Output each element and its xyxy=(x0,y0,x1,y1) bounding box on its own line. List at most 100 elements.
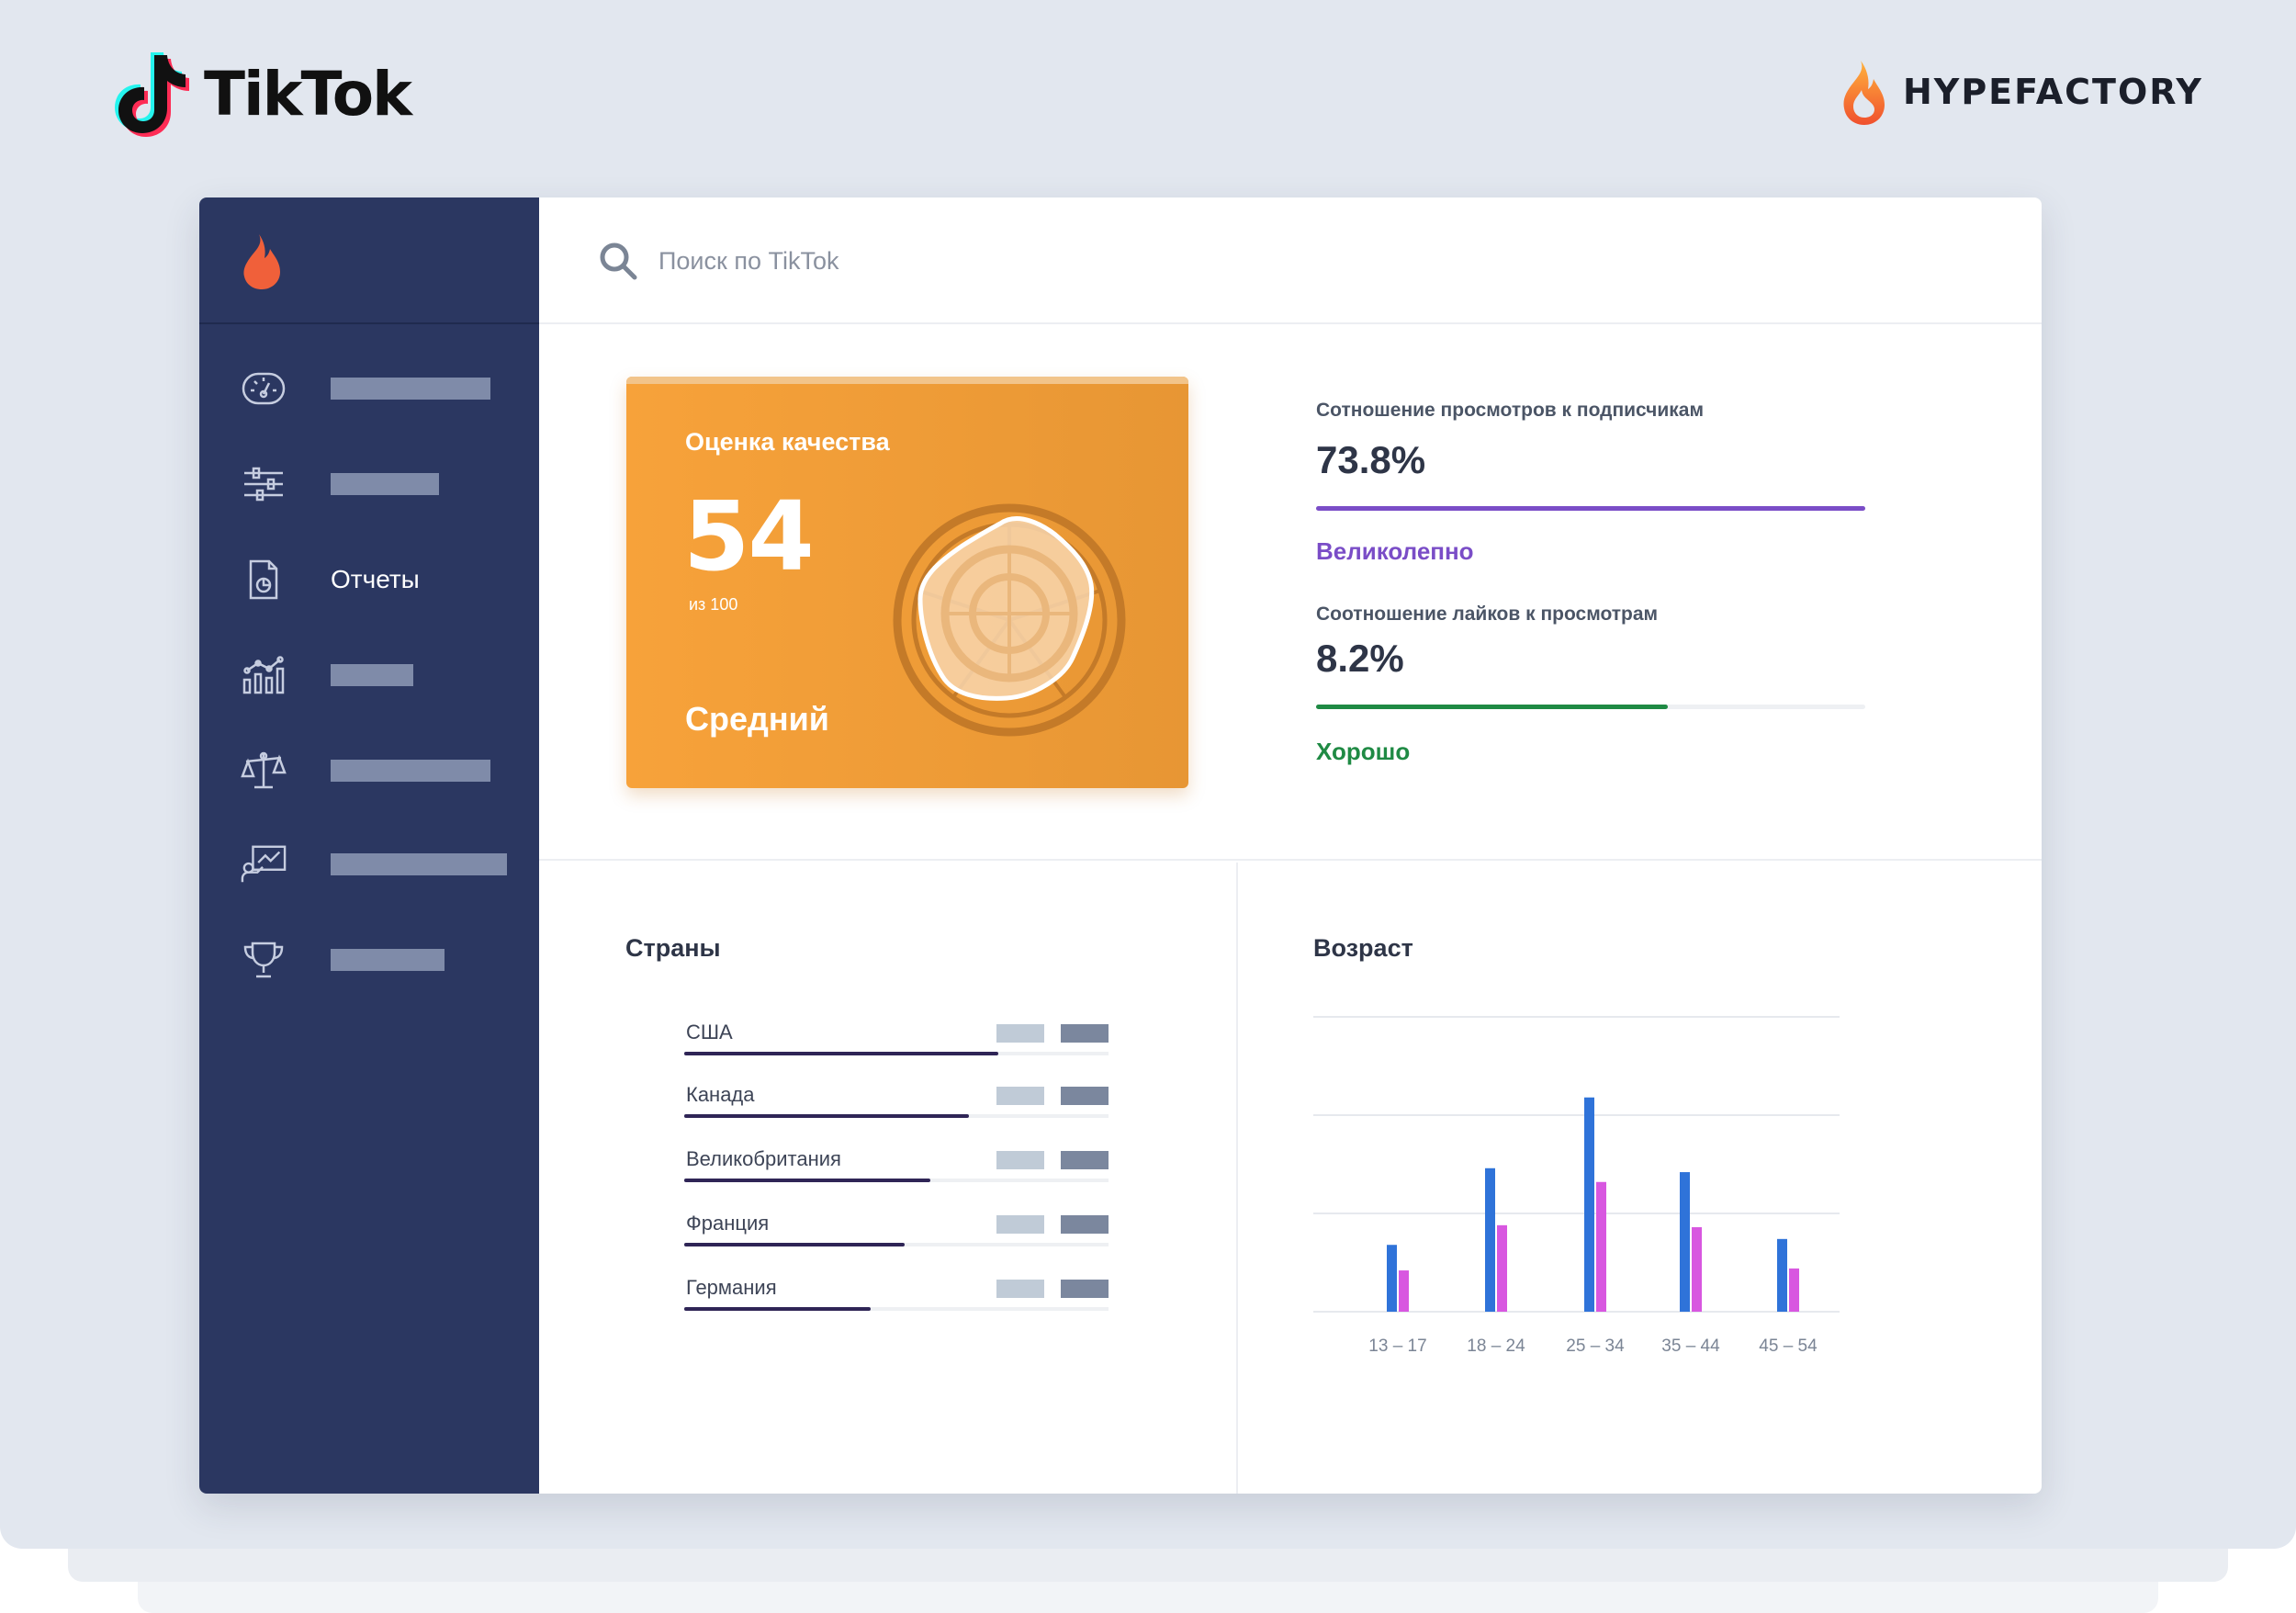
sidebar-item-placeholder-bar xyxy=(331,473,439,495)
search-input[interactable] xyxy=(658,238,1301,284)
country-placeholder-value-2 xyxy=(1061,1151,1109,1169)
quality-score-card[interactable]: Оценка качества 54 из 100 Средний xyxy=(626,377,1188,788)
age-tick-label: 13 – 17 xyxy=(1368,1337,1426,1356)
metric-likes-views-bar-fill xyxy=(1316,705,1668,709)
country-placeholder-value-2 xyxy=(1061,1024,1109,1043)
sidebar-item-placeholder-bar xyxy=(331,949,445,971)
country-placeholder-value-1 xyxy=(996,1215,1044,1234)
sidebar-item-presentation[interactable] xyxy=(241,837,525,892)
sidebar-item-analytics[interactable] xyxy=(241,648,525,703)
country-placeholder-value-2 xyxy=(1061,1087,1109,1105)
country-row[interactable]: Великобритания xyxy=(684,1147,1116,1184)
trophy-icon xyxy=(241,937,287,983)
age-bar-series1[interactable] xyxy=(1387,1245,1397,1312)
age-bar-series1[interactable] xyxy=(1777,1238,1787,1312)
search-bar xyxy=(539,197,2042,324)
sidebar-item-placeholder-bar xyxy=(331,760,490,782)
age-title: Возраст xyxy=(1313,934,1413,962)
age-panel: Возраст 13 – 17 18 – 24 25 – 34 35 – 44 45 –… xyxy=(1240,863,2042,1494)
tiktok-logo: TikTok xyxy=(114,48,412,140)
country-bar-fill xyxy=(684,1179,930,1182)
quality-score-out-of: из 100 xyxy=(689,595,738,614)
age-tick-label: 25 – 34 xyxy=(1566,1337,1625,1356)
age-bar-chart: 13 – 17 18 – 24 25 – 34 35 – 44 45 – 54 xyxy=(1313,1016,1840,1356)
presentation-icon xyxy=(241,841,287,887)
quality-verdict: Средний xyxy=(685,700,829,738)
sidebar-item-reports[interactable]: Отчеты xyxy=(241,552,525,607)
metric-views-subscribers-bar-fill xyxy=(1316,506,1865,511)
country-row[interactable]: Канада xyxy=(684,1083,1116,1120)
age-bar-series1[interactable] xyxy=(1584,1097,1594,1312)
country-row[interactable]: Франция xyxy=(684,1212,1116,1248)
age-bar-series2[interactable] xyxy=(1596,1181,1606,1312)
hypefactory-logo: HYPEFACTORY xyxy=(1840,55,2203,129)
analytics-chart-icon xyxy=(241,652,287,698)
country-bar-fill xyxy=(684,1307,872,1311)
quality-score-value: 54 xyxy=(683,480,815,592)
country-bar xyxy=(684,1179,1109,1182)
metric-views-subscribers-bar xyxy=(1316,506,1865,511)
country-name: США xyxy=(686,1021,733,1043)
sidebar-item-placeholder-bar xyxy=(331,853,507,875)
sidebar-item-label: Отчеты xyxy=(331,565,420,593)
age-bar-series2[interactable] xyxy=(1497,1224,1507,1312)
report-document-icon xyxy=(241,557,287,603)
country-name: Франция xyxy=(686,1212,770,1235)
flame-icon[interactable] xyxy=(241,232,285,289)
sidebar-item-compare[interactable] xyxy=(241,743,525,798)
sidebar-item-settings[interactable] xyxy=(241,457,525,512)
country-bar xyxy=(684,1114,1109,1118)
scales-icon xyxy=(241,748,287,794)
country-name: Канада xyxy=(686,1083,755,1106)
age-tick-label: 45 – 54 xyxy=(1759,1337,1818,1356)
metric-likes-views-value: 8.2% xyxy=(1316,637,1404,680)
metric-likes-views-title: Соотношение лайков к просмотрам xyxy=(1316,603,1659,625)
countries-panel: Страны США Канада Великобритания Франция Гер… xyxy=(539,863,1238,1494)
sidebar-item-placeholder-bar xyxy=(331,664,413,686)
country-placeholder-value-2 xyxy=(1061,1280,1109,1298)
country-bar xyxy=(684,1052,1109,1055)
country-bar xyxy=(684,1307,1109,1311)
tiktok-note-icon xyxy=(115,52,189,137)
country-row[interactable]: Германия xyxy=(684,1276,1116,1313)
sliders-icon xyxy=(241,461,287,507)
dashboard-gauge-icon xyxy=(241,366,287,412)
sidebar: Отчеты xyxy=(199,197,539,1494)
sidebar-item-dashboard[interactable] xyxy=(241,361,525,416)
age-bar-series1[interactable] xyxy=(1485,1167,1495,1312)
hypefactory-flame-icon xyxy=(1843,61,1885,125)
metric-likes-views-verdict: Хорошо xyxy=(1316,738,1411,765)
country-bar xyxy=(684,1243,1109,1246)
metric-views-subscribers-verdict: Великолепно xyxy=(1316,537,1474,565)
app-window: Отчеты xyxy=(199,197,2042,1494)
search-icon[interactable] xyxy=(598,241,638,281)
age-bar-series2[interactable] xyxy=(1692,1226,1702,1312)
sidebar-header xyxy=(199,197,539,324)
age-tick-label: 18 – 24 xyxy=(1467,1337,1525,1356)
age-bar-series2[interactable] xyxy=(1399,1270,1409,1312)
age-bar-series2[interactable] xyxy=(1789,1268,1799,1312)
country-name: Великобритания xyxy=(686,1147,841,1170)
country-bar-fill xyxy=(684,1052,998,1055)
country-placeholder-value-1 xyxy=(996,1280,1044,1298)
metric-likes-views-bar xyxy=(1316,705,1865,709)
sidebar-item-placeholder-bar xyxy=(331,378,490,400)
metric-views-subscribers-title: Сотношение просмотров к подписчикам xyxy=(1316,400,1705,421)
tiktok-wordmark: TikTok xyxy=(204,58,412,130)
country-name: Германия xyxy=(686,1276,777,1299)
quality-panel: Оценка качества 54 из 100 Средний Сотнош… xyxy=(539,326,2042,861)
country-placeholder-value-1 xyxy=(996,1024,1044,1043)
country-bar-fill xyxy=(684,1243,906,1246)
hypefactory-wordmark: HYPEFACTORY xyxy=(1903,72,2203,112)
sidebar-item-awards[interactable] xyxy=(241,932,525,987)
metric-views-subscribers-value: 73.8% xyxy=(1316,438,1426,481)
quality-card-title: Оценка качества xyxy=(685,428,890,456)
country-placeholder-value-1 xyxy=(996,1151,1044,1169)
country-placeholder-value-2 xyxy=(1061,1215,1109,1234)
country-row[interactable]: США xyxy=(684,1021,1116,1057)
age-tick-label: 35 – 44 xyxy=(1661,1337,1720,1356)
country-placeholder-value-1 xyxy=(996,1087,1044,1105)
country-bar-fill xyxy=(684,1114,969,1118)
countries-title: Страны xyxy=(625,934,721,962)
age-bar-series1[interactable] xyxy=(1680,1172,1690,1312)
